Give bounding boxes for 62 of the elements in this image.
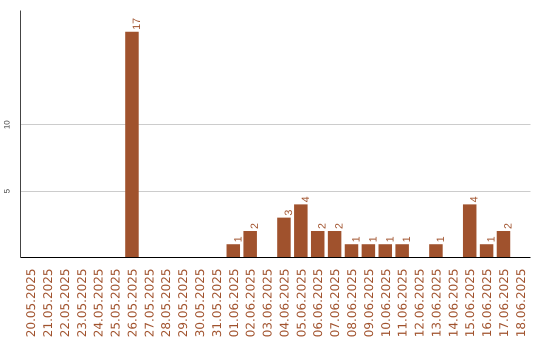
data-label: 1 bbox=[367, 236, 380, 242]
x-tick-label: 28.05.2025 bbox=[159, 268, 174, 338]
data-label: 4 bbox=[468, 196, 481, 202]
x-tick-label: 21.05.2025 bbox=[41, 268, 56, 338]
bar bbox=[294, 204, 308, 258]
bar bbox=[226, 244, 240, 258]
x-tick-label: 13.06.2025 bbox=[429, 268, 444, 338]
bar bbox=[310, 230, 324, 258]
bar bbox=[328, 230, 342, 258]
x-tick-label: 12.06.2025 bbox=[412, 268, 427, 338]
bar bbox=[362, 244, 376, 258]
data-label: 1 bbox=[232, 236, 244, 242]
x-tick-label: 10.06.2025 bbox=[378, 268, 393, 338]
bar bbox=[496, 230, 510, 258]
data-label: 1 bbox=[434, 236, 447, 242]
x-tick-label: 17.06.2025 bbox=[496, 268, 511, 338]
x-tick-label: 26.05.2025 bbox=[125, 268, 140, 338]
x-tick-label: 05.06.2025 bbox=[294, 268, 308, 338]
x-tick-label: 18.06.2025 bbox=[514, 268, 528, 338]
x-tick-label: 02.06.2025 bbox=[244, 268, 258, 338]
x-tick-label: 01.06.2025 bbox=[226, 268, 241, 338]
data-label: 1 bbox=[401, 236, 414, 242]
x-tick-label: 04.06.2025 bbox=[277, 268, 292, 338]
data-label: 2 bbox=[316, 222, 329, 229]
bar bbox=[429, 244, 443, 258]
x-tick-label: 30.05.2025 bbox=[193, 268, 208, 338]
bar bbox=[243, 230, 257, 258]
x-tick-label: 09.06.2025 bbox=[362, 268, 376, 338]
data-label: 2 bbox=[502, 222, 514, 229]
x-tick-label: 27.05.2025 bbox=[142, 268, 156, 338]
data-label: 4 bbox=[300, 196, 312, 202]
data-label: 1 bbox=[384, 236, 396, 242]
x-tick-label: 24.05.2025 bbox=[92, 268, 106, 338]
data-label: 3 bbox=[282, 210, 295, 216]
data-label: 1 bbox=[486, 236, 498, 242]
y-tick-label: 10 bbox=[2, 120, 12, 130]
x-tick-label: 20.05.2025 bbox=[24, 268, 38, 338]
x-tick-label: 14.06.2025 bbox=[446, 268, 460, 338]
data-label: 17 bbox=[130, 18, 143, 30]
bar bbox=[125, 32, 139, 258]
x-tick-label: 11.06.2025 bbox=[396, 268, 410, 338]
x-tick-label: 08.06.2025 bbox=[344, 268, 359, 338]
bar bbox=[378, 244, 392, 258]
x-tick-label: 06.06.2025 bbox=[311, 268, 326, 338]
bar bbox=[480, 244, 494, 258]
data-label: 2 bbox=[249, 222, 262, 229]
bar bbox=[277, 218, 291, 258]
x-tick-label: 31.05.2025 bbox=[210, 268, 224, 338]
x-tick-label: 16.06.2025 bbox=[480, 268, 494, 338]
bar bbox=[344, 244, 358, 258]
x-tick-label: 23.05.2025 bbox=[74, 268, 89, 338]
x-tick-label: 25.05.2025 bbox=[108, 268, 123, 338]
x-tick-label: 03.06.2025 bbox=[260, 268, 275, 338]
x-tick-label: 29.05.2025 bbox=[176, 268, 190, 338]
x-tick-label: 15.06.2025 bbox=[463, 268, 478, 338]
y-tick-label: 5 bbox=[2, 188, 12, 194]
bar bbox=[395, 244, 409, 258]
x-tick-label: 07.06.2025 bbox=[328, 268, 342, 338]
data-label: 2 bbox=[334, 222, 346, 229]
x-tick-label: 22.05.2025 bbox=[58, 268, 72, 338]
data-label: 1 bbox=[350, 236, 362, 242]
bar bbox=[462, 204, 476, 258]
